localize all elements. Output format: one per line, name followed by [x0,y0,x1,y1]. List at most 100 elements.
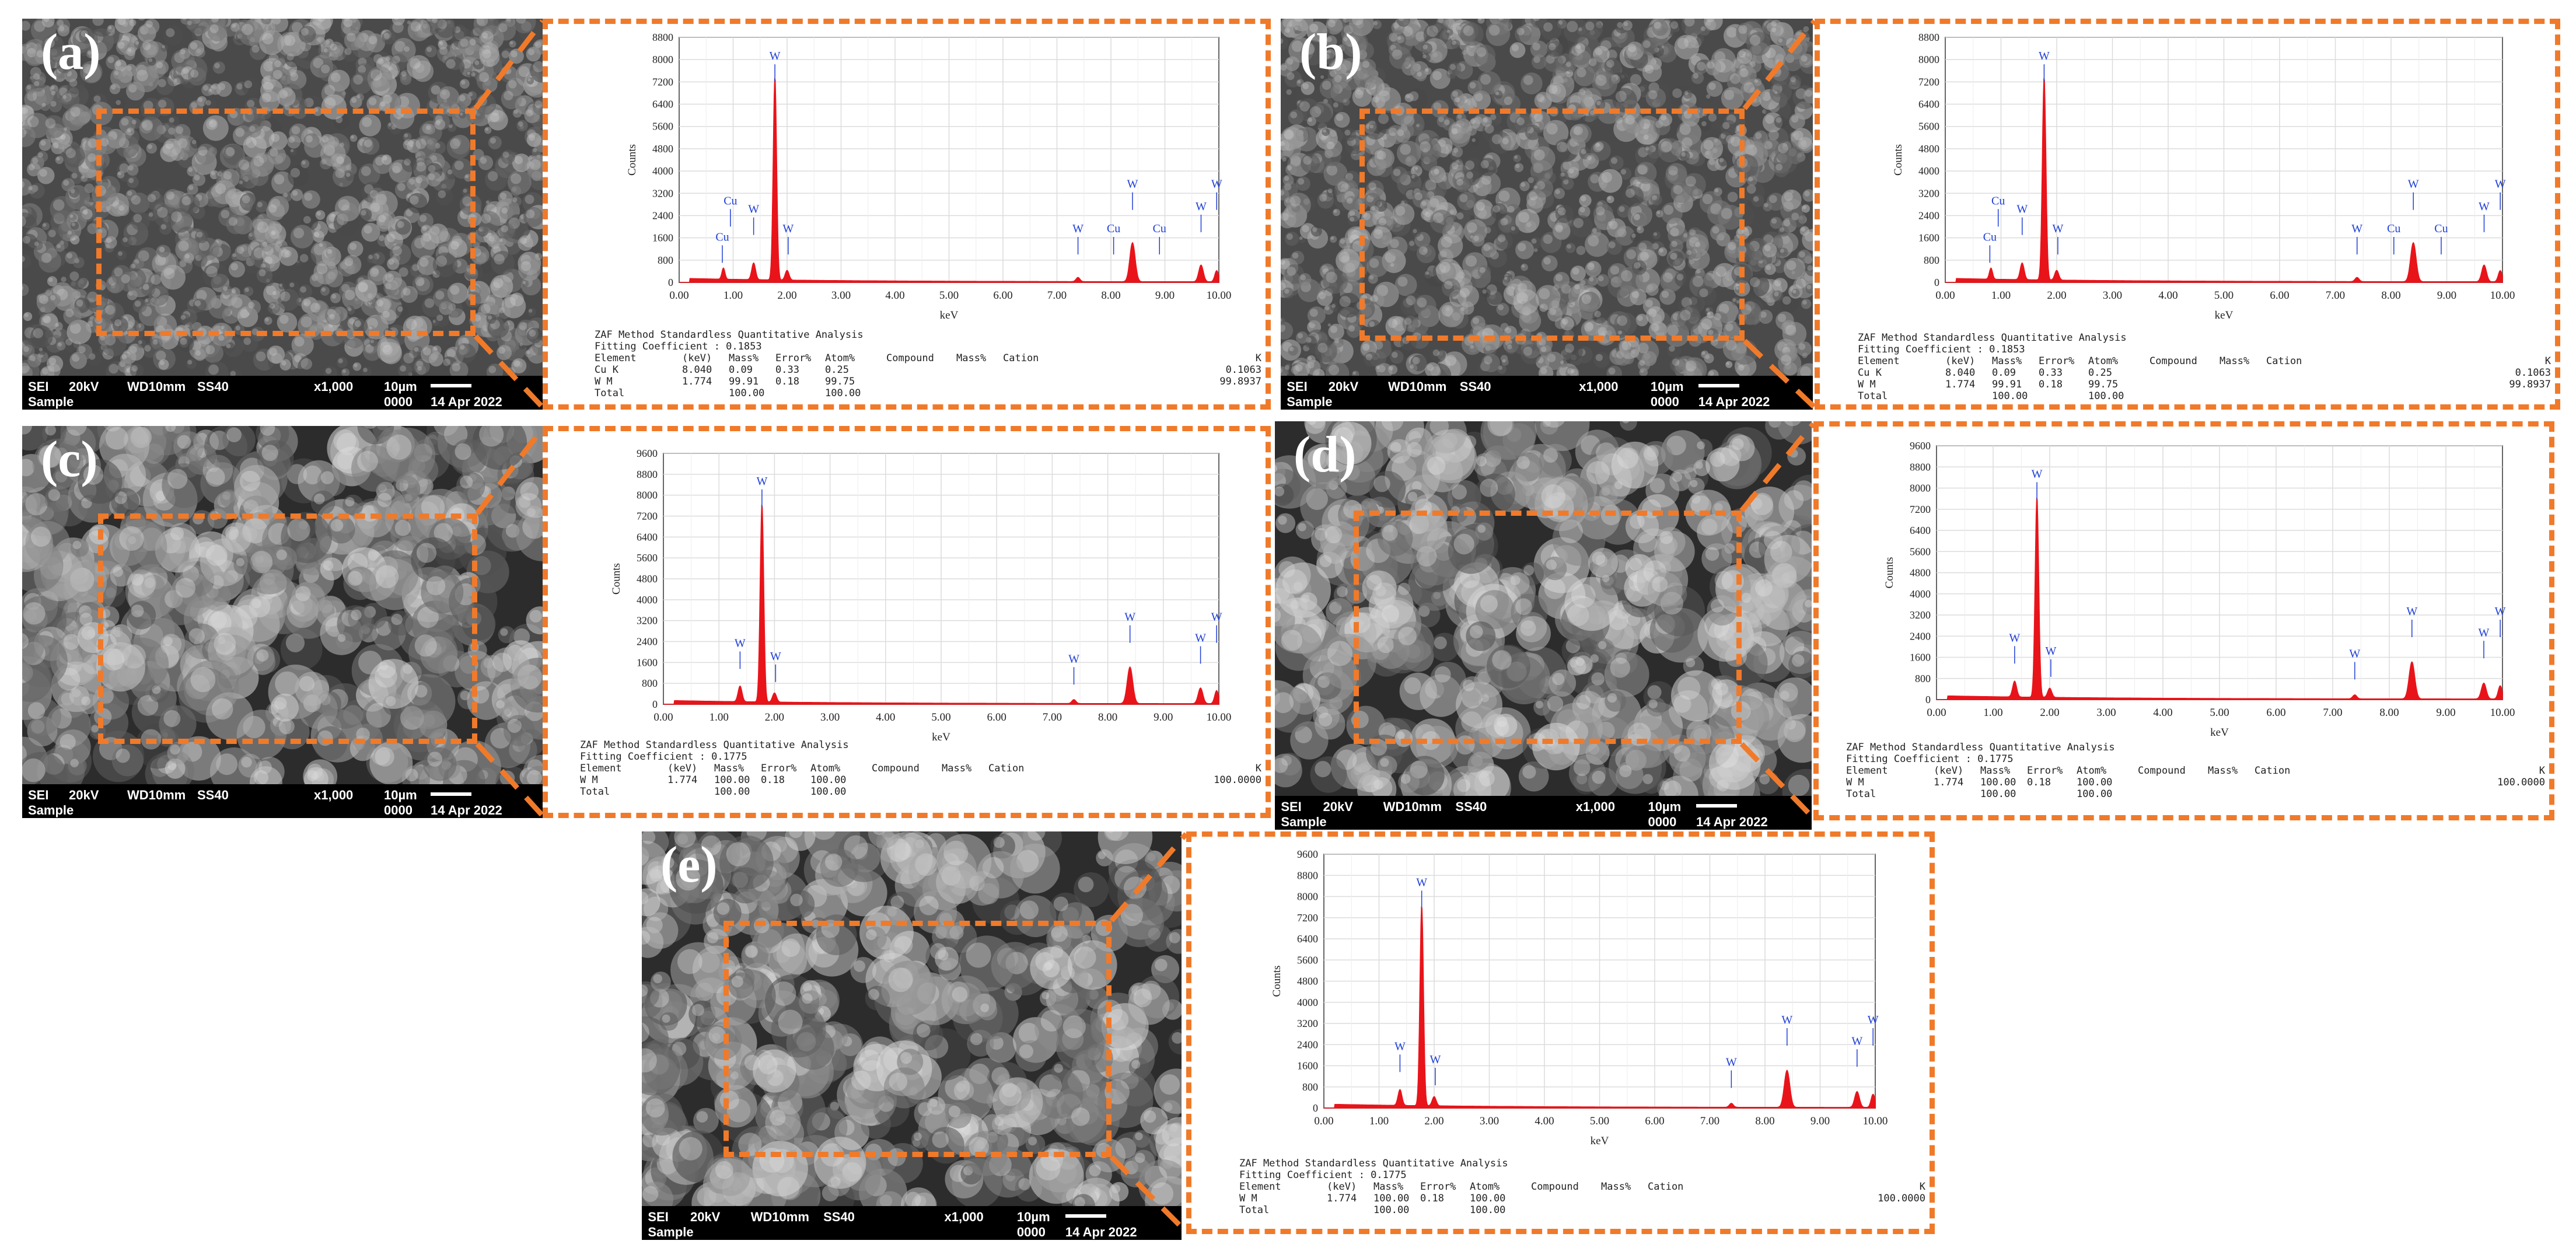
sem-info-bar-c: SEI 20kV WD10mm SS40 x1,000 10µm Sample 0000 14 … [22,784,543,818]
y-tick-label: 5600 [652,121,673,132]
zaf-cell: K [2544,355,2551,367]
x-tick-label: 1.00 [723,289,743,302]
x-tick-label: 6.00 [2266,707,2285,719]
zaf-cell: Atom% [810,763,841,774]
y-tick-label: 800 [658,254,673,266]
spectrum-trace [663,505,1219,705]
selection-rectangle-b [1359,109,1745,341]
y-axis-label: Counts [1892,144,1904,176]
eds-panel-d: 0 800 1600 2400 3200 4000 4800 5600 6400 7200 8000… [1813,421,2554,820]
x-tick-label: 5.00 [2214,289,2234,302]
y-tick-label: 2400 [637,636,658,648]
x-tick-label: 9.00 [2437,289,2456,302]
y-axis-label: Counts [1271,966,1283,997]
panel-label-b: (b) [1299,24,1362,81]
peak-label: W [782,222,794,235]
peak-label: W [1127,178,1138,191]
sem-ss-b: SS40 [1459,379,1491,394]
x-tick-label: 5.00 [1590,1115,1609,1127]
x-tick-label: 8.00 [1098,711,1117,724]
x-tick-label: 3.00 [831,289,851,302]
sem-kv-c: 20kV [69,788,99,802]
selection-rectangle-e [723,921,1112,1157]
zaf-cell: 100.00 [714,774,750,786]
zaf-cell: K [1255,352,1261,364]
peak-label: Cu [2434,222,2448,235]
x-tick-label: 10.00 [1207,289,1232,302]
peak-label: W [770,650,781,663]
zaf-cell: Cation [1648,1181,1684,1193]
zaf-cell: Error% [1420,1181,1456,1193]
x-tick-label: 6.00 [2270,289,2289,302]
y-axis-label: Counts [1883,557,1896,589]
sem-scale-b: 10µm [1650,379,1684,394]
zaf-cell: Error% [761,763,797,774]
sem-mode-b: SEI [1287,379,1308,394]
zaf-cell: 0.33 [2039,367,2063,379]
sem-info-bar-b: SEI 20kV WD10mm SS40 x1,000 10µm Sample 0000 14 … [1281,376,1813,410]
zaf-cell: 8.040 [682,364,712,376]
x-tick-label: 7.00 [1047,289,1067,302]
y-tick-label: 9600 [1297,848,1318,860]
zaf-cell: 99.75 [2088,379,2119,390]
zaf-header-row: Element (keV) Mass% Error% Atom% Compound Mass… [1239,1181,1925,1193]
zaf-title: ZAF Method Standardless Quantitative Ana… [595,329,864,341]
zaf-cell: K [1919,1181,1925,1193]
peak-label: W [2032,467,2043,480]
y-tick-label: 4800 [637,573,658,585]
zaf-cell: 0.25 [2088,367,2112,379]
zaf-cell: (keV) [667,763,698,774]
peak-label: W [2009,631,2020,644]
peak-label: W [756,475,767,488]
peak-label: Cu [1107,222,1120,235]
y-tick-label: 7200 [652,76,673,88]
x-axis-label: keV [932,731,950,743]
y-tick-label: 6400 [1918,99,1939,110]
y-tick-label: 1600 [1910,652,1931,663]
sem-num-c: 0000 [384,803,413,817]
y-tick-label: 1600 [1918,232,1939,244]
scale-bar-c [431,792,471,796]
sem-sample-b: Sample [1287,394,1333,409]
zaf-cell: Mass% [729,352,759,364]
y-tick-label: 0 [1313,1102,1318,1114]
zaf-data-row: W M 1.774 100.00 0.18 100.00 100.0000 [580,774,1261,786]
zaf-cell: (keV) [1934,765,1964,777]
zaf-table-e: ZAF Method Standardless Quantitative Ana… [1239,1158,1925,1216]
eds-spectrum-c: 0 800 1600 2400 3200 4000 4800 5600 6400 7200 8000… [610,448,1231,743]
x-tick-label: 8.00 [1101,289,1120,302]
panel-label-d: (d) [1294,427,1357,483]
zaf-cell: Mass% [956,352,987,364]
x-tick-label: 7.00 [1043,711,1062,724]
sem-scale-c: 10µm [384,788,417,802]
eds-spectrum-d: 0 800 1600 2400 3200 4000 4800 5600 6400 7200 8000… [1883,440,2515,739]
x-tick-label: 1.00 [1983,707,2002,719]
sem-mode-c: SEI [28,788,49,802]
peak-label: W [2349,648,2360,661]
sem-micrograph-d [1275,421,1812,830]
zaf-cell: Cation [2266,355,2302,367]
y-tick-label: 3200 [1297,1018,1318,1029]
scale-bar-b [1698,384,1739,387]
zaf-header-row: Element (keV) Mass% Error% Atom% Compound Mass… [1846,765,2545,777]
x-tick-label: 4.00 [876,711,895,724]
peak-label: W [1851,1035,1862,1047]
zaf-cell: 100.0000 [1214,774,1261,786]
sem-wd-d: WD10mm [1383,799,1442,814]
zaf-cell: Atom% [825,352,855,364]
zaf-cell: Mass% [1992,355,2022,367]
sem-mag-e: x1,000 [944,1210,984,1224]
zaf-cell: Mass% [714,763,745,774]
zaf-cell: 0.18 [1420,1193,1444,1204]
zaf-cell: 0.1063 [1225,364,1261,376]
zaf-cell: Mass% [942,763,972,774]
zaf-data-row: W M 1.774 100.00 0.18 100.00 100.0000 [1846,777,2545,788]
x-tick-label: 3.00 [2096,707,2116,719]
y-tick-label: 4000 [1918,165,1939,177]
x-tick-label: 0.00 [1314,1115,1333,1127]
x-tick-label: 10.00 [2490,707,2515,719]
peak-label: W [1211,611,1222,624]
y-tick-label: 7200 [1297,912,1318,924]
peak-label: W [735,637,746,649]
peak-label: W [2408,178,2419,191]
